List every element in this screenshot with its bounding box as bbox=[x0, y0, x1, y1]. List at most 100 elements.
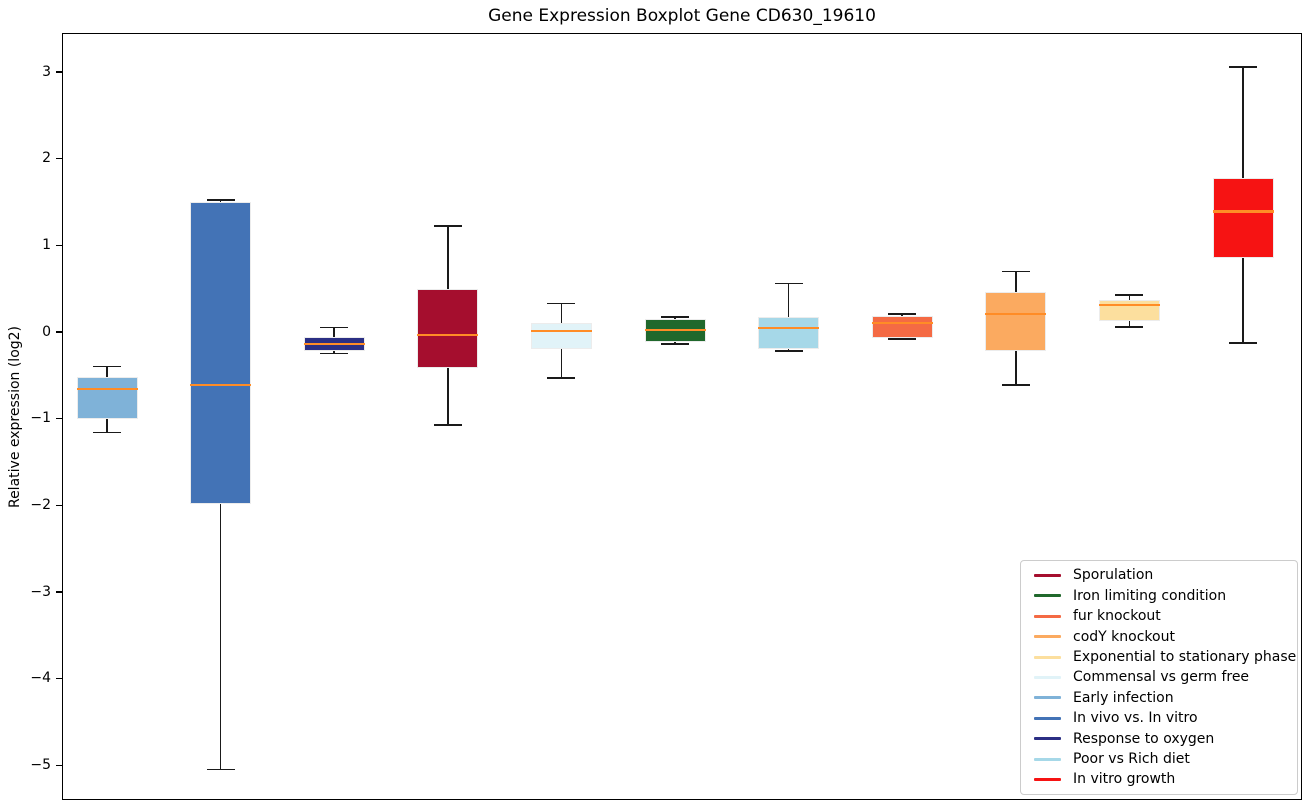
legend-swatch-fur-knockout bbox=[1034, 614, 1061, 618]
legend-item-response-to-oxygen: Response to oxygen bbox=[1021, 731, 1297, 747]
whisker-lower-response-to-oxygen bbox=[333, 351, 335, 354]
median-exponential-to-stationary-phase bbox=[1098, 304, 1160, 307]
legend-swatch-exponential-to-stationary-phase bbox=[1034, 655, 1061, 659]
cap-lower-commensal-vs-germ-free bbox=[547, 377, 576, 379]
cap-lower-in-vitro-growth bbox=[1229, 342, 1257, 345]
whisker-upper-commensal-vs-germ-free bbox=[560, 303, 563, 324]
cap-upper-iron-limiting-condition bbox=[661, 316, 689, 319]
legend-item-early-infection: Early infection bbox=[1021, 690, 1297, 706]
cap-upper-cody-knockout bbox=[1001, 270, 1030, 273]
cap-lower-sporulation bbox=[433, 423, 462, 426]
y-tick-mark bbox=[56, 158, 62, 160]
legend-item-poor-vs-rich-diet: Poor vs Rich diet bbox=[1021, 751, 1297, 767]
legend-label: In vivo vs. In vitro bbox=[1073, 710, 1198, 727]
legend-swatch-early-infection bbox=[1034, 696, 1061, 700]
median-in-vivo-vs-in-vitro bbox=[190, 383, 252, 386]
cap-lower-iron-limiting-condition bbox=[661, 343, 689, 345]
whisker-lower-poor-vs-rich-diet bbox=[787, 349, 790, 352]
whisker-lower-in-vivo-vs-in-vitro bbox=[219, 503, 222, 770]
cap-upper-in-vivo-vs-in-vitro bbox=[206, 199, 235, 202]
median-response-to-oxygen bbox=[303, 343, 365, 346]
y-tick-mark bbox=[56, 591, 62, 593]
legend-item-iron-limiting-condition: Iron limiting condition bbox=[1021, 588, 1297, 604]
y-tick-label: −1 bbox=[30, 410, 51, 427]
box-cody-knockout bbox=[985, 292, 1047, 352]
whisker-upper-in-vivo-vs-in-vitro bbox=[219, 200, 222, 202]
y-tick-label: −4 bbox=[30, 670, 51, 687]
cap-upper-response-to-oxygen bbox=[320, 326, 349, 329]
cap-lower-exponential-to-stationary-phase bbox=[1115, 326, 1144, 328]
cap-upper-fur-knockout bbox=[888, 313, 917, 315]
y-tick-mark bbox=[56, 678, 62, 680]
whisker-upper-poor-vs-rich-diet bbox=[787, 283, 790, 318]
legend-swatch-in-vitro-growth bbox=[1034, 777, 1061, 781]
whisker-upper-response-to-oxygen bbox=[333, 327, 335, 338]
cap-upper-sporulation bbox=[433, 225, 462, 228]
y-tick-label: 3 bbox=[42, 63, 51, 80]
legend-swatch-cody-knockout bbox=[1034, 635, 1061, 639]
whisker-lower-commensal-vs-germ-free bbox=[560, 349, 563, 378]
legend-swatch-poor-vs-rich-diet bbox=[1034, 757, 1061, 761]
whisker-lower-iron-limiting-condition bbox=[674, 342, 676, 345]
chart-title: Gene Expression Boxplot Gene CD630_19610 bbox=[488, 6, 876, 26]
legend-label: Exponential to stationary phase bbox=[1073, 649, 1297, 666]
cap-lower-in-vivo-vs-in-vitro bbox=[206, 768, 235, 771]
cap-lower-cody-knockout bbox=[1001, 384, 1030, 386]
median-commensal-vs-germ-free bbox=[530, 330, 592, 333]
box-sporulation bbox=[417, 288, 479, 368]
median-iron-limiting-condition bbox=[644, 329, 706, 332]
whisker-lower-early-infection bbox=[106, 418, 108, 433]
legend-item-fur-knockout: fur knockout bbox=[1021, 608, 1297, 624]
whisker-upper-cody-knockout bbox=[1015, 271, 1017, 293]
box-in-vivo-vs-in-vitro bbox=[190, 202, 252, 504]
cap-upper-commensal-vs-germ-free bbox=[547, 302, 576, 305]
whisker-upper-fur-knockout bbox=[901, 313, 903, 316]
box-poor-vs-rich-diet bbox=[758, 317, 820, 350]
legend-swatch-commensal-vs-germ-free bbox=[1034, 675, 1061, 679]
legend-swatch-in-vivo-vs-in-vitro bbox=[1034, 716, 1061, 720]
y-tick-label: 2 bbox=[42, 150, 51, 167]
y-tick-label: 0 bbox=[42, 323, 51, 340]
plot-area bbox=[62, 33, 1302, 800]
y-tick-mark bbox=[56, 504, 62, 506]
legend-item-in-vivo-vs-in-vitro: In vivo vs. In vitro bbox=[1021, 710, 1297, 726]
legend: Sporulation Iron limiting condition fur kn… bbox=[1020, 560, 1298, 795]
cap-upper-in-vitro-growth bbox=[1229, 66, 1257, 68]
whisker-lower-cody-knockout bbox=[1015, 351, 1017, 385]
y-tick-mark bbox=[56, 244, 62, 246]
cap-lower-fur-knockout bbox=[888, 338, 917, 340]
legend-label: Early infection bbox=[1073, 689, 1174, 706]
median-fur-knockout bbox=[871, 322, 933, 325]
legend-swatch-sporulation bbox=[1034, 573, 1061, 577]
legend-item-cody-knockout: codY knockout bbox=[1021, 629, 1297, 645]
cap-upper-exponential-to-stationary-phase bbox=[1115, 293, 1144, 296]
legend-label: Sporulation bbox=[1073, 567, 1154, 584]
whisker-upper-sporulation bbox=[447, 226, 449, 289]
legend-item-in-vitro-growth: In vitro growth bbox=[1021, 771, 1297, 787]
legend-item-exponential-to-stationary-phase: Exponential to stationary phase bbox=[1021, 649, 1297, 665]
legend-item-sporulation: Sporulation bbox=[1021, 567, 1297, 583]
cap-upper-early-infection bbox=[93, 365, 121, 368]
y-tick-mark bbox=[56, 418, 62, 420]
legend-label: Poor vs Rich diet bbox=[1073, 751, 1190, 768]
y-tick-mark bbox=[56, 71, 62, 73]
y-tick-label: −3 bbox=[30, 583, 51, 600]
y-tick-label: 1 bbox=[42, 236, 51, 253]
whisker-lower-in-vitro-growth bbox=[1242, 258, 1244, 344]
cap-lower-poor-vs-rich-diet bbox=[774, 350, 803, 352]
legend-label: codY knockout bbox=[1073, 628, 1175, 645]
whisker-lower-sporulation bbox=[447, 367, 449, 425]
whisker-upper-iron-limiting-condition bbox=[674, 317, 676, 319]
cap-lower-early-infection bbox=[93, 431, 121, 434]
legend-item-commensal-vs-germ-free: Commensal vs germ free bbox=[1021, 669, 1297, 685]
legend-label: fur knockout bbox=[1073, 608, 1161, 625]
legend-label: In vitro growth bbox=[1073, 771, 1176, 788]
median-poor-vs-rich-diet bbox=[758, 326, 820, 329]
y-tick-mark bbox=[56, 764, 62, 766]
legend-swatch-iron-limiting-condition bbox=[1034, 594, 1061, 598]
cap-upper-poor-vs-rich-diet bbox=[774, 282, 803, 285]
legend-label: Commensal vs germ free bbox=[1073, 669, 1250, 686]
whisker-upper-exponential-to-stationary-phase bbox=[1128, 294, 1131, 300]
legend-label: Iron limiting condition bbox=[1073, 587, 1227, 604]
whisker-upper-in-vitro-growth bbox=[1242, 66, 1244, 178]
